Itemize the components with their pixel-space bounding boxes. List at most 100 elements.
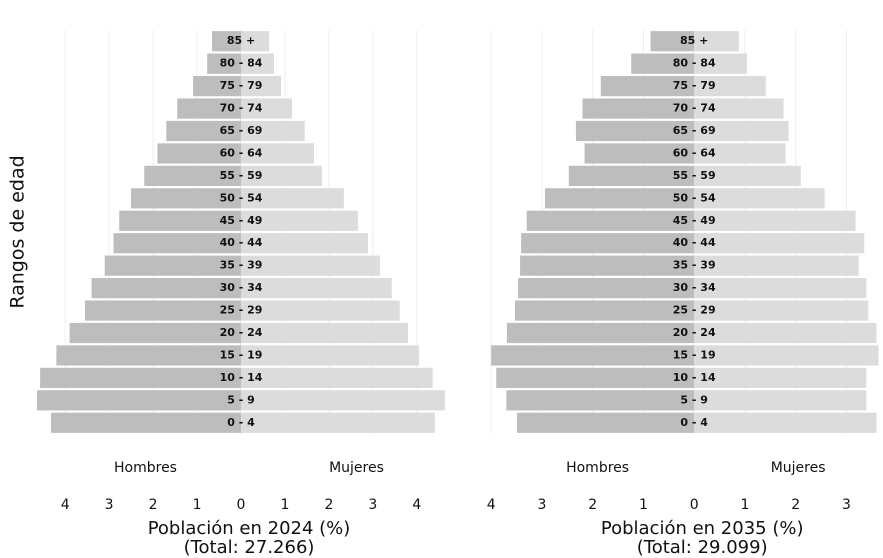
bar [544, 188, 695, 209]
bar [211, 31, 241, 52]
bar [496, 367, 695, 388]
age-label: 60 - 64 [220, 146, 263, 159]
age-label: 0 - 4 [680, 416, 708, 429]
bar [241, 76, 282, 97]
age-label: 70 - 74 [673, 102, 716, 115]
bar [241, 300, 400, 321]
x-tick-label: 1 [639, 497, 648, 513]
bar [119, 210, 241, 231]
age-label: 50 - 54 [220, 191, 263, 204]
bar [241, 322, 409, 344]
bar [241, 255, 380, 276]
bar [521, 233, 695, 254]
bar [694, 165, 801, 186]
bar [568, 165, 695, 186]
bar [575, 120, 695, 142]
bar [518, 278, 695, 299]
age-label: 85 + [680, 34, 708, 47]
x-tick-label: 0 [690, 497, 699, 513]
bar [694, 345, 879, 366]
x-tick-label: 3 [368, 497, 377, 513]
bar [694, 76, 766, 97]
bar [131, 188, 241, 209]
bar [600, 76, 695, 97]
bar [694, 31, 739, 52]
x-axis-subtitle: (Total: 27.266) [184, 537, 315, 558]
bar [241, 188, 344, 209]
x-tick-label: 2 [588, 497, 597, 513]
age-label: 5 - 9 [680, 393, 708, 406]
bar [650, 31, 695, 52]
bar [506, 322, 695, 344]
legend-label: Hombres [114, 460, 177, 476]
age-label: 75 - 79 [220, 79, 263, 92]
y-axis-label: Rangos de edad [7, 155, 29, 308]
bar [241, 165, 322, 186]
bar [40, 367, 242, 388]
bar [241, 210, 358, 231]
bar [241, 31, 270, 52]
age-label: 25 - 29 [220, 304, 263, 317]
age-label: 80 - 84 [220, 57, 263, 70]
age-label: 10 - 14 [220, 371, 263, 384]
bar [241, 233, 369, 254]
bar [157, 143, 241, 164]
bar [517, 412, 695, 433]
bar [694, 300, 869, 321]
age-label: 70 - 74 [220, 102, 263, 115]
bar [694, 322, 877, 344]
age-label: 20 - 24 [673, 326, 716, 339]
age-label: 45 - 49 [220, 214, 263, 227]
age-label: 5 - 9 [227, 393, 255, 406]
bar [694, 143, 786, 164]
bar [506, 390, 695, 411]
bar [694, 255, 859, 276]
age-label: 35 - 39 [220, 259, 263, 272]
bar [241, 390, 445, 411]
age-label: 55 - 59 [673, 169, 716, 182]
age-label: 15 - 19 [220, 348, 263, 361]
legend-label: Mujeres [771, 460, 826, 476]
bar [193, 76, 241, 97]
age-label: 50 - 54 [673, 191, 716, 204]
age-label: 75 - 79 [673, 79, 716, 92]
bar [241, 345, 420, 366]
bar [515, 300, 695, 321]
bar [694, 233, 865, 254]
age-label: 15 - 19 [673, 348, 716, 361]
bar [104, 255, 242, 276]
bar [113, 233, 241, 254]
bar [144, 165, 241, 186]
x-axis-subtitle: (Total: 29.099) [637, 537, 768, 558]
age-label: 80 - 84 [673, 57, 716, 70]
age-label: 65 - 69 [220, 124, 263, 137]
bar [694, 210, 856, 231]
bar [631, 53, 695, 74]
x-tick-label: 3 [842, 497, 851, 513]
x-axis-label: Población en 2035 (%) [601, 518, 804, 539]
x-tick-label: 1 [280, 497, 289, 513]
bar [491, 345, 695, 366]
age-label: 40 - 44 [220, 236, 263, 249]
x-tick-label: 1 [193, 497, 202, 513]
age-label: 35 - 39 [673, 259, 716, 272]
bar [241, 120, 305, 142]
age-label: 0 - 4 [227, 416, 255, 429]
bar [694, 278, 867, 299]
bar [91, 278, 242, 299]
bar [694, 412, 877, 433]
bar [584, 143, 695, 164]
x-tick-label: 1 [740, 497, 749, 513]
bar [56, 345, 241, 366]
age-label: 60 - 64 [673, 146, 716, 159]
age-label: 30 - 34 [220, 281, 263, 294]
age-label: 85 + [227, 34, 255, 47]
bar [694, 188, 825, 209]
x-tick-label: 2 [149, 497, 158, 513]
age-label: 40 - 44 [673, 236, 716, 249]
x-axis-label: Población en 2024 (%) [148, 518, 351, 539]
bar [694, 120, 789, 142]
bar [241, 412, 435, 433]
bar [241, 98, 292, 119]
